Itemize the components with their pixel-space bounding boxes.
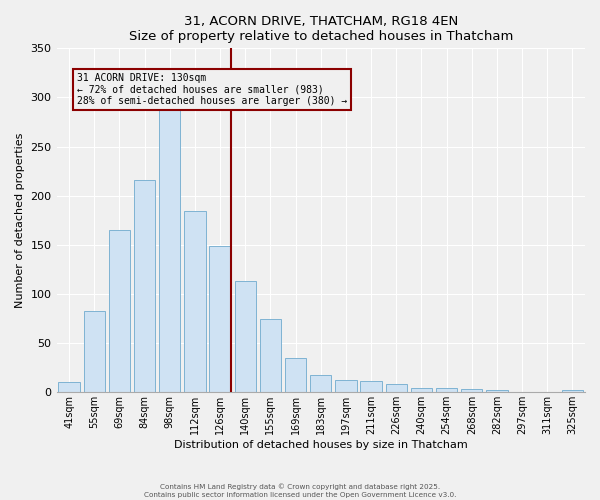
Bar <box>109 230 130 392</box>
Bar <box>436 388 457 392</box>
Title: 31, ACORN DRIVE, THATCHAM, RG18 4EN
Size of property relative to detached houses: 31, ACORN DRIVE, THATCHAM, RG18 4EN Size… <box>128 15 513 43</box>
Bar <box>184 212 206 392</box>
Bar <box>335 380 356 392</box>
Bar <box>562 390 583 392</box>
Bar <box>461 390 482 392</box>
Bar <box>361 382 382 392</box>
Bar <box>58 382 80 392</box>
X-axis label: Distribution of detached houses by size in Thatcham: Distribution of detached houses by size … <box>174 440 467 450</box>
Bar <box>310 374 331 392</box>
Text: 31 ACORN DRIVE: 130sqm
← 72% of detached houses are smaller (983)
28% of semi-de: 31 ACORN DRIVE: 130sqm ← 72% of detached… <box>77 73 347 106</box>
Bar <box>411 388 432 392</box>
Bar <box>235 281 256 392</box>
Text: Contains HM Land Registry data © Crown copyright and database right 2025.
Contai: Contains HM Land Registry data © Crown c… <box>144 484 456 498</box>
Bar <box>159 110 181 393</box>
Bar <box>83 310 105 392</box>
Bar <box>260 318 281 392</box>
Bar <box>386 384 407 392</box>
Bar <box>209 246 231 392</box>
Bar <box>134 180 155 392</box>
Bar <box>285 358 307 392</box>
Bar <box>486 390 508 392</box>
Y-axis label: Number of detached properties: Number of detached properties <box>15 132 25 308</box>
